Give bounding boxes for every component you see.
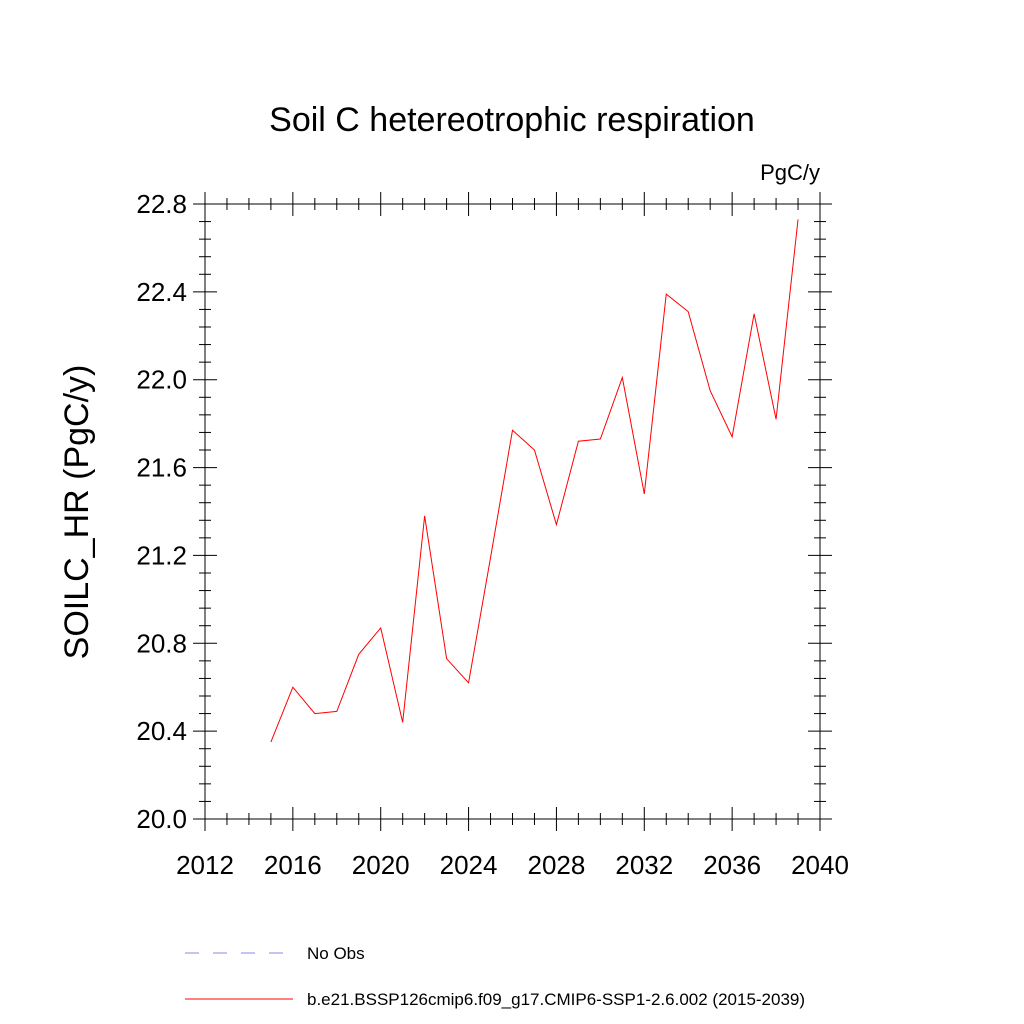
x-tick-label: 2024 (440, 850, 498, 880)
y-tick-label: 20.4 (136, 716, 187, 746)
chart-title: Soil C hetereotrophic respiration (269, 101, 755, 139)
y-axis-ticks: 20.0 20.4 20.8 21.2 21.6 22.0 22.4 22.8 (136, 189, 832, 834)
series-line (270, 219, 799, 743)
legend: No Obs b.e21.BSSP126cmip6.f09_g17.CMIP6-… (185, 944, 805, 1009)
y-tick-label: 20.8 (136, 628, 187, 658)
x-tick-label: 2012 (176, 850, 234, 880)
y-tick-label: 22.8 (136, 189, 187, 219)
legend-label-no-obs: No Obs (307, 944, 365, 963)
x-tick-label: 2036 (703, 850, 761, 880)
x-tick-label: 2016 (264, 850, 322, 880)
x-tick-label: 2020 (352, 850, 410, 880)
y-tick-label: 22.0 (136, 365, 187, 395)
x-axis-ticks: 2012 2016 2020 2024 2028 2032 2036 2040 (176, 192, 849, 880)
x-tick-label: 2032 (615, 850, 673, 880)
y-tick-label: 20.0 (136, 804, 187, 834)
legend-label-model: b.e21.BSSP126cmip6.f09_g17.CMIP6-SSP1-2.… (307, 990, 805, 1009)
series-layer (270, 219, 799, 743)
y-tick-label: 22.4 (136, 277, 187, 307)
y-tick-label: 21.6 (136, 453, 187, 483)
plot-frame (204, 203, 821, 820)
y-tick-label: 21.2 (136, 540, 187, 570)
x-tick-label: 2028 (528, 850, 586, 880)
x-tick-label: 2040 (791, 850, 849, 880)
units-label: PgC/y (760, 160, 820, 185)
y-axis-label: SOILC_HR (PgC/y) (58, 365, 96, 660)
